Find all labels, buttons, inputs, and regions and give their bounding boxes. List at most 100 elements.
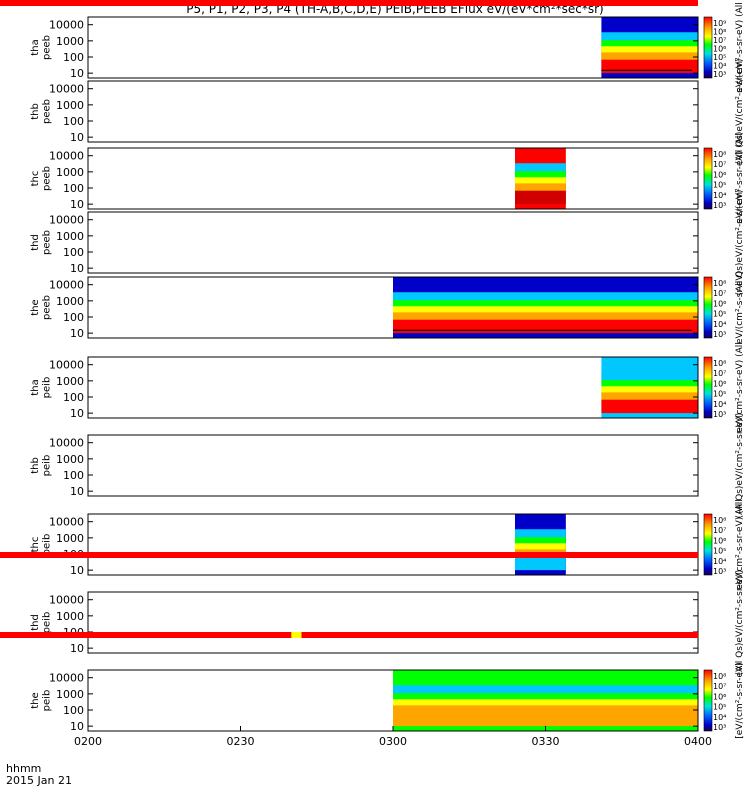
energy-band bbox=[393, 319, 698, 334]
colorbar-tick: 10⁷ bbox=[713, 526, 726, 535]
energy-band bbox=[393, 712, 698, 727]
time-axis-label: hhmm bbox=[6, 762, 41, 775]
colorbar-label: [eV/(cm²-s-sr-eV) bbox=[735, 662, 745, 739]
energy-band bbox=[393, 292, 698, 302]
y-tick-label: 100 bbox=[63, 51, 84, 64]
y-tick-label: 10000 bbox=[49, 83, 84, 96]
status-bar bbox=[0, 552, 698, 558]
colorbar-label: eV/(cm²-s-sr-eV) bbox=[735, 271, 745, 344]
colorbar-label: (All Qs)eV/(cm²-s-sr-eV) bbox=[735, 190, 745, 296]
colorbar-tick: 10³ bbox=[713, 723, 726, 732]
energy-band bbox=[601, 46, 698, 54]
colorbar-tick: 10³ bbox=[713, 410, 726, 419]
panel-thb-peib: 10 100 1000 10000 thbpeib (All Qs)eV/(cm²-s-s… bbox=[30, 413, 745, 519]
colorbar-tick: 10⁷ bbox=[713, 369, 726, 378]
colorbar-tick: 10³ bbox=[713, 201, 726, 210]
y-tick-label: 10 bbox=[70, 198, 84, 211]
y-tick-label: 10 bbox=[70, 485, 84, 498]
colorbar-tick: 10⁶ bbox=[713, 170, 726, 179]
status-flag bbox=[291, 632, 302, 638]
x-tick-label: 0300 bbox=[379, 735, 407, 748]
panel-thb-peeb: 10 100 1000 10000 thbpeeb (All Qs)eV/(cm²-s-s… bbox=[30, 59, 745, 165]
y-tick-label: 100 bbox=[63, 469, 84, 482]
colorbar-tick: 10⁷ bbox=[713, 682, 726, 691]
y-tick-label: 1000 bbox=[56, 375, 84, 388]
y-tick-label: 1000 bbox=[56, 230, 84, 243]
colorbar-label: (All Qs)eV/(cm²-s-sr-eV) bbox=[735, 570, 745, 676]
panel-tha-peeb: 10100100010000thapeeb10⁹10⁸10⁷10⁶10⁵10⁴1… bbox=[30, 2, 745, 93]
y-tick-label: 10000 bbox=[49, 279, 84, 292]
energy-band bbox=[601, 59, 698, 74]
y-tick-label: 10000 bbox=[49, 594, 84, 607]
y-tick-label: 10 bbox=[70, 564, 84, 577]
colorbar bbox=[703, 276, 713, 339]
x-tick-label: 0400 bbox=[684, 735, 712, 748]
energy-band bbox=[601, 52, 698, 61]
y-tick-label: 10000 bbox=[49, 672, 84, 685]
colorbar-tick: 10⁵ bbox=[713, 547, 726, 556]
y-tick-label: 1000 bbox=[56, 99, 84, 112]
y-tick-label: 1000 bbox=[56, 166, 84, 179]
energy-band bbox=[515, 163, 566, 173]
colorbar-tick: 10⁷ bbox=[713, 36, 726, 45]
y-tick-label: 10 bbox=[70, 262, 84, 275]
y-tick-label: 10000 bbox=[49, 437, 84, 450]
energy-band bbox=[515, 537, 566, 545]
colorbar bbox=[703, 356, 713, 419]
panel-ylabel: thbpeeb bbox=[30, 99, 53, 124]
energy-band bbox=[601, 392, 698, 401]
energy-band bbox=[515, 190, 566, 205]
x-tick-label: 0330 bbox=[532, 735, 560, 748]
y-tick-label: 100 bbox=[63, 246, 84, 259]
colorbar-tick: 10⁸ bbox=[713, 516, 726, 525]
energy-band bbox=[393, 693, 698, 701]
energy-band bbox=[393, 685, 698, 695]
panel-frame bbox=[87, 276, 699, 339]
colorbar-tick: 10⁴ bbox=[713, 320, 726, 329]
panel-ylabel: thcpeeb bbox=[30, 166, 53, 191]
energy-band bbox=[515, 543, 566, 551]
energy-band bbox=[393, 699, 698, 707]
panel-frame bbox=[87, 591, 699, 654]
colorbar-tick: 10⁸ bbox=[713, 672, 726, 681]
energy-band bbox=[393, 306, 698, 314]
energy-band bbox=[515, 556, 566, 571]
y-tick-label: 100 bbox=[63, 182, 84, 195]
energy-band bbox=[393, 312, 698, 321]
y-tick-label: 10 bbox=[70, 131, 84, 144]
panel-ylabel: thdpeeb bbox=[30, 230, 53, 255]
energy-band bbox=[515, 183, 566, 192]
energy-band bbox=[601, 380, 698, 388]
colorbar-label: eV/(cm²-s-sr-eV) (All bbox=[735, 342, 745, 433]
date-label: 2015 Jan 21 bbox=[6, 774, 72, 787]
energy-band bbox=[393, 300, 698, 308]
colorbar-tick: 10⁵ bbox=[713, 181, 726, 190]
y-tick-label: 10000 bbox=[49, 150, 84, 163]
colorbar-tick: 10⁶ bbox=[713, 45, 726, 54]
colorbar-label: eV/(cm²-s-sr-eV) (All bbox=[735, 133, 745, 224]
colorbar-tick: 10⁷ bbox=[713, 160, 726, 169]
y-tick-label: 10 bbox=[70, 642, 84, 655]
x-tick-label: 0230 bbox=[227, 735, 255, 748]
y-tick-label: 1000 bbox=[56, 532, 84, 545]
colorbar-tick: 10⁶ bbox=[713, 536, 726, 545]
colorbar-tick: 10⁹ bbox=[713, 19, 726, 28]
y-tick-label: 100 bbox=[63, 115, 84, 128]
y-tick-label: 10 bbox=[70, 720, 84, 733]
colorbar bbox=[703, 16, 713, 79]
y-tick-label: 1000 bbox=[56, 35, 84, 48]
energy-band bbox=[515, 177, 566, 185]
colorbar-tick: 10⁸ bbox=[713, 359, 726, 368]
colorbar-tick: 10⁸ bbox=[713, 279, 726, 288]
colorbar-tick: 10⁶ bbox=[713, 379, 726, 388]
energy-band bbox=[601, 32, 698, 42]
y-tick-label: 1000 bbox=[56, 688, 84, 701]
energy-band bbox=[601, 372, 698, 382]
panel-frame bbox=[87, 356, 699, 419]
colorbar-tick: 10³ bbox=[713, 567, 726, 576]
colorbar-label: eV/(cm²-s-sr-eV) (All bbox=[735, 2, 745, 93]
energy-band bbox=[601, 399, 698, 414]
